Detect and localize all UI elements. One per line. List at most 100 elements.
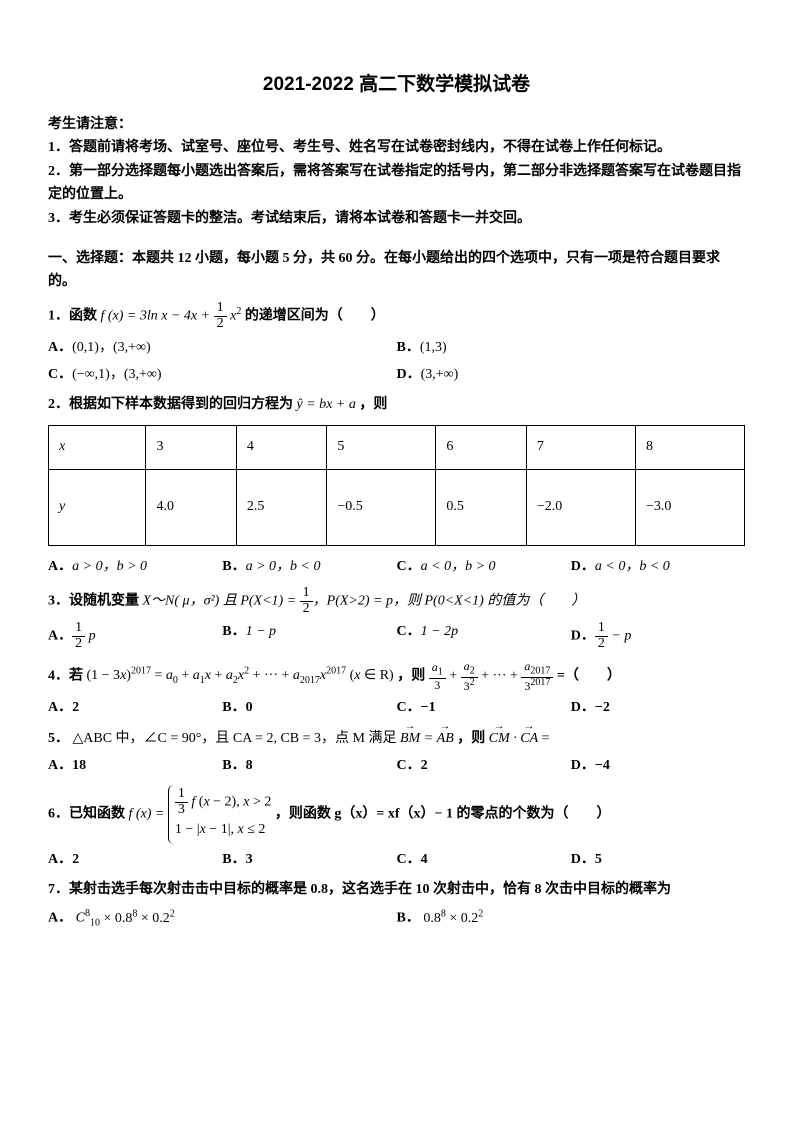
question-1: 1．函数 f (x) = 3ln x − 4x + 12 x2 的递增区间为（ …	[48, 301, 745, 331]
q2-opt-d: D．a < 0，b < 0	[571, 556, 745, 578]
q3-m1: X～N( μ，σ²) 且 P(X<1) =	[143, 593, 300, 608]
question-6: 6．已知函数 f (x) = 13 f (x − 2), x > 2 1 − |…	[48, 785, 745, 843]
q1-x2: x	[227, 309, 237, 324]
q1c-val: (−∞,1)，(3,+∞)	[72, 367, 161, 382]
q4-f1: a13	[429, 661, 446, 691]
question-5: 5． △ABC 中，∠C = 90°，且 CA = 2, CB = 3，点 M …	[48, 728, 745, 750]
q3c-v: 1 − 2p	[421, 624, 458, 639]
q7-opt-a: A． C810 × 0.88 × 0.22	[48, 906, 397, 931]
question-7: 7．某射击选手每次射击击中目标的概率是 0.8，这名选手在 10 次射击中，恰有…	[48, 879, 745, 901]
q2b-v: a > 0，b < 0	[246, 559, 321, 574]
th-8: 8	[635, 425, 744, 469]
q2d-v: a < 0，b < 0	[595, 559, 670, 574]
question-3: 3．设随机变量 X～N( μ，σ²) 且 P(X<1) = 12，P(X>2) …	[48, 586, 745, 616]
td-2: 2.5	[236, 469, 326, 545]
notice-1: 1．答题前请将考场、试室号、座位号、考生号、姓名写在试卷密封线内，不得在试卷上作…	[48, 137, 745, 159]
table-row: x 3 4 5 6 7 8	[49, 425, 745, 469]
q4-post: =（ ）	[557, 668, 621, 683]
q3a-frac: 12	[72, 621, 85, 651]
q2-options: A．a > 0，b > 0 B．a > 0，b < 0 C．a < 0，b > …	[48, 556, 745, 578]
q1-opt-d: D．(3,+∞)	[397, 364, 746, 386]
q1-pre: 1．函数	[48, 309, 97, 324]
q5-opt-a: A．18	[48, 755, 222, 777]
th-x: x	[49, 425, 146, 469]
q6-fx: f (x) =	[129, 807, 168, 822]
q3-options: A．12 p B．1 − p C．1 − 2p D．12 − p	[48, 621, 745, 651]
td-3: −0.5	[327, 469, 436, 545]
td-1: 4.0	[146, 469, 236, 545]
th-y: y	[49, 469, 146, 545]
q1b-label: B．	[397, 340, 420, 355]
notice-2: 2．第一部分选择题每小题选出答案后，需将答案写在试卷指定的括号内，第二部分非选择…	[48, 161, 745, 206]
q3a-p: p	[85, 629, 96, 644]
data-table: x 3 4 5 6 7 8 y 4.0 2.5 −0.5 0.5 −2.0 −3…	[48, 425, 745, 546]
th-5: 5	[327, 425, 436, 469]
q3-m2: ，P(X>2) = p，则 P(0<X<1) 的值为（ ）	[313, 593, 586, 608]
q2-eq: ŷ = bx + a	[297, 397, 360, 412]
th-x-val: x	[59, 439, 65, 454]
q3-opt-c: C．1 − 2p	[397, 621, 571, 651]
q4-opt-b: B．0	[222, 697, 396, 719]
q2c-l: C．	[397, 559, 421, 574]
q3d-l: D．	[571, 629, 595, 644]
q6-opt-b: B．3	[222, 849, 396, 871]
q7a-expr: C	[76, 911, 85, 926]
q4-options: A．2 B．0 C．−1 D．−2	[48, 697, 745, 719]
q4-opt-a: A．2	[48, 697, 222, 719]
q1-opt-c: C．(−∞,1)，(3,+∞)	[48, 364, 397, 386]
q4-f3: a201732017	[521, 660, 553, 692]
q5-bm: BM = AB	[400, 731, 454, 746]
q6-opt-a: A．2	[48, 849, 222, 871]
q4-pre: 4．若	[48, 668, 83, 683]
q6-opt-c: C．4	[397, 849, 571, 871]
q6-pre: 6．已知函数	[48, 807, 125, 822]
q2d-l: D．	[571, 559, 595, 574]
q2-pre: 2．根据如下样本数据得到的回归方程为	[48, 397, 293, 412]
q6-mid: ，则函数 g（x）= xf（x）− 1 的零点的个数为（ ）	[275, 807, 611, 822]
th-6: 6	[436, 425, 526, 469]
q1-opt-a: A．(0,1)，(3,+∞)	[48, 337, 397, 359]
q3-opt-d: D．12 − p	[571, 621, 745, 651]
q3-opt-b: B．1 − p	[222, 621, 396, 651]
notice-3: 3．考生必须保证答题卡的整洁。考试结束后，请将本试卷和答题卡一并交回。	[48, 208, 745, 230]
q5-eq: =	[542, 731, 550, 746]
q1a-label: A．	[48, 340, 72, 355]
question-2: 2．根据如下样本数据得到的回归方程为 ŷ = bx + a ，则	[48, 394, 745, 416]
q7-options: A． C810 × 0.88 × 0.22 B． 0.88 × 0.22	[48, 906, 745, 931]
q1b-val: (1,3)	[420, 340, 447, 355]
q1d-val: (3,+∞)	[421, 367, 459, 382]
q2a-v: a > 0，b > 0	[72, 559, 147, 574]
q7-opt-b: B． 0.88 × 0.22	[397, 906, 746, 931]
q1a-val: (0,1)，(3,+∞)	[72, 340, 151, 355]
q3b-l: B．	[222, 624, 245, 639]
q4-f2: a232	[461, 660, 478, 692]
q7b-expr: 0.88 × 0.22	[423, 911, 483, 926]
th-3: 3	[146, 425, 236, 469]
q4-lhs: (1 − 3x)2017 = a0 + a1x + a2x2 + ··· + a…	[87, 668, 394, 683]
td-6: −3.0	[635, 469, 744, 545]
th-y-val: y	[59, 499, 65, 514]
q5-opt-c: C．2	[397, 755, 571, 777]
q5-pre: 5．	[48, 731, 69, 746]
q4-p2: + ··· +	[478, 668, 522, 683]
q3-half: 12	[300, 586, 313, 616]
q3-pre: 3．设随机变量	[48, 593, 143, 608]
q2-post: ，则	[359, 397, 387, 412]
question-4: 4．若 (1 − 3x)2017 = a0 + a1x + a2x2 + ···…	[48, 660, 745, 692]
q3c-l: C．	[397, 624, 421, 639]
section-1-heading: 一、选择题：本题共 12 小题，每小题 5 分，共 60 分。在每小题给出的四个…	[48, 248, 745, 293]
q1-post: 的递增区间为（ ）	[245, 309, 385, 324]
q5-t1: △ABC 中，∠C = 90°，且 CA = 2, CB = 3，点 M 满足	[73, 731, 400, 746]
q4-opt-d: D．−2	[571, 697, 745, 719]
q1-options-row2: C．(−∞,1)，(3,+∞) D．(3,+∞)	[48, 364, 745, 386]
q7b-l: B．	[397, 911, 420, 926]
q6-options: A．2 B．3 C．4 D．5	[48, 849, 745, 871]
notice-heading: 考生请注意：	[48, 114, 745, 136]
q6-opt-d: D．5	[571, 849, 745, 871]
td-4: 0.5	[436, 469, 526, 545]
q1-expr: f (x) = 3ln x − 4x +	[101, 309, 214, 324]
q5-opt-d: D．−4	[571, 755, 745, 777]
q5-options: A．18 B．8 C．2 D．−4	[48, 755, 745, 777]
q1-sq: 2	[236, 306, 241, 317]
q3a-l: A．	[48, 629, 72, 644]
